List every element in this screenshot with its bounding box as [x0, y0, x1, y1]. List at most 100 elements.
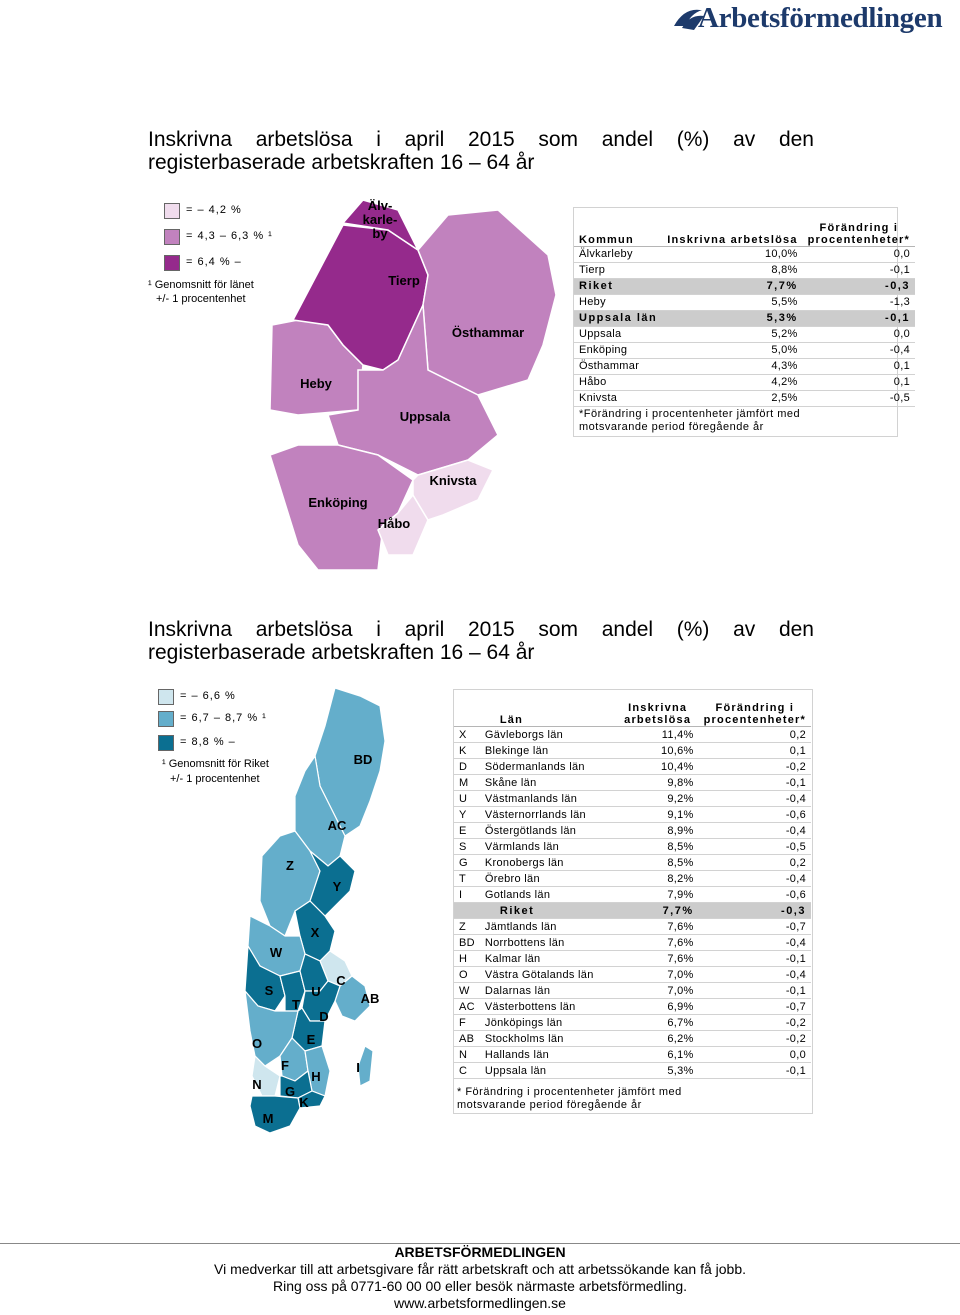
map-label-alvkarleby: Älv-karle-by	[363, 198, 398, 241]
row-change: 0,0	[802, 326, 915, 343]
legend-swatch	[158, 689, 174, 705]
map-label-BD: BD	[354, 752, 373, 767]
table-row: Riket 7,7% -0,3	[454, 902, 811, 919]
table-note-line: motsvarande period föregående år	[457, 1099, 642, 1111]
table-row: Z Jämtlands län 7,6% -0,7	[454, 918, 811, 935]
footer-url[interactable]: www.arbetsformedlingen.se	[394, 1295, 566, 1311]
legend-swatch	[158, 711, 174, 727]
table-row: Älvkarleby 10,0% 0,0	[574, 246, 915, 263]
row-code: U	[454, 790, 480, 807]
table-row: X Gävleborgs län 11,4% 0,2	[454, 726, 811, 743]
row-code: T	[454, 870, 480, 887]
row-change: -0,4	[698, 966, 811, 983]
row-value: 5,3%	[662, 310, 803, 327]
row-change: 0,2	[698, 854, 811, 871]
row-change: -0,1	[698, 950, 811, 967]
map-label-knivsta: Knivsta	[430, 473, 478, 488]
row-change: -0,2	[698, 1030, 811, 1047]
table-row: H Kalmar län 7,6% -0,1	[454, 950, 811, 967]
legend-label: = 6,7 – 8,7 % ¹	[180, 712, 267, 724]
row-name: Hallands län	[479, 1046, 617, 1063]
map-label-G: G	[285, 1084, 295, 1099]
row-change: -0,5	[698, 838, 811, 855]
map-label-O: O	[252, 1036, 262, 1051]
row-value: 5,0%	[662, 342, 803, 359]
row-change: -0,3	[698, 902, 811, 919]
row-value: 10,6%	[616, 742, 699, 759]
map-label-enkoping: Enköping	[308, 495, 367, 510]
row-name: Värmlands län	[479, 838, 617, 855]
table-row: AC Västerbottens län 6,9% -0,7	[454, 998, 811, 1015]
row-name: Södermanlands län	[479, 758, 617, 775]
row-name: Stockholms län	[479, 1030, 617, 1047]
row-name: Blekinge län	[479, 742, 617, 759]
row-value: 5,5%	[662, 294, 803, 311]
row-change: -1,3	[802, 294, 915, 311]
row-code: N	[454, 1046, 480, 1063]
legend-swatch	[164, 203, 180, 219]
row-value: 11,4%	[616, 726, 699, 743]
map-label-E: E	[307, 1032, 316, 1047]
row-value: 6,1%	[616, 1046, 699, 1063]
section1-title: Inskrivna arbetslösa i april 2015 som an…	[148, 128, 814, 174]
table-note-line: motsvarande period föregående år	[579, 421, 764, 433]
row-value: 7,6%	[616, 934, 699, 951]
row-change: -0,1	[698, 1062, 811, 1079]
region-Y	[309, 850, 356, 917]
row-name: Västernorrlands län	[479, 806, 617, 823]
row-change: -0,6	[698, 886, 811, 903]
row-change: -0,7	[698, 998, 811, 1015]
table-row: E Östergötlands län 8,9% -0,4	[454, 822, 811, 839]
footer-line1: Vi medverkar till att arbetsgivare får r…	[213, 1261, 746, 1277]
row-value: 2,5%	[662, 390, 803, 407]
row-value: 7,0%	[616, 966, 699, 983]
table-row: N Hallands län 6,1% 0,0	[454, 1046, 811, 1063]
row-change: 0,0	[698, 1046, 811, 1063]
row-name: Heby	[574, 294, 663, 311]
row-name: Jönköpings län	[479, 1014, 617, 1031]
table-row: Uppsala 5,2% 0,0	[574, 326, 915, 343]
row-value: 8,8%	[662, 262, 803, 279]
table-row: Riket 7,7% -0,3	[574, 278, 915, 295]
table-row: G Kronobergs län 8,5% 0,2	[454, 854, 811, 871]
table-row: U Västmanlands län 9,2% -0,4	[454, 790, 811, 807]
map-label-uppsala: Uppsala	[400, 409, 451, 424]
table-row: AB Stockholms län 6,2% -0,2	[454, 1030, 811, 1047]
row-value: 7,6%	[616, 950, 699, 967]
row-name: Kalmar län	[479, 950, 617, 967]
region-M	[249, 1095, 301, 1134]
row-change: -0,4	[698, 822, 811, 839]
county-table: Län Inskrivna arbetslösa Förändring i pr…	[454, 700, 811, 1079]
row-change: 0,1	[802, 374, 915, 391]
footer-org: ARBETSFÖRMEDLINGEN	[394, 1244, 566, 1260]
row-code: H	[454, 950, 480, 967]
row-code: C	[454, 1062, 480, 1079]
row-change: -0,7	[698, 918, 811, 935]
legend-note: ¹ Genomsnitt för länet	[148, 279, 254, 291]
row-code: Z	[454, 918, 480, 935]
row-value: 7,9%	[616, 886, 699, 903]
region-uppsala	[327, 304, 499, 476]
table-row: O Västra Götalands län 7,0% -0,4	[454, 966, 811, 983]
region-knivsta	[412, 459, 495, 521]
table-row: Enköping 5,0% -0,4	[574, 342, 915, 359]
legend-label: = 4,3 – 6,3 % ¹	[186, 230, 273, 242]
row-value: 10,0%	[662, 246, 803, 263]
col-header-share: Inskrivna arbetslösa	[616, 700, 699, 727]
row-name: Knivsta	[574, 390, 663, 407]
section1-legend: = – 4,2 % = 4,3 – 6,3 % ¹ = 6,4 % – ¹ Ge…	[148, 203, 272, 313]
row-change: -0,2	[698, 1014, 811, 1031]
row-name: Håbo	[574, 374, 663, 391]
row-name: Västra Götalands län	[479, 966, 617, 983]
row-change: -0,5	[802, 390, 915, 407]
map-label-N: N	[252, 1077, 261, 1092]
row-change: -0,6	[698, 806, 811, 823]
col-header-kommun: Kommun	[574, 218, 663, 247]
brand-logo	[674, 9, 704, 30]
table-row: Y Västernorrlands län 9,1% -0,6	[454, 806, 811, 823]
municipality-table: Kommun Inskrivna arbetslösa Förändring i…	[574, 218, 915, 407]
table-row: Heby 5,5% -1,3	[574, 294, 915, 311]
section1-table-note: *Förändring i procentenheter jämfört med…	[579, 408, 800, 434]
map-label-habo: Håbo	[378, 516, 411, 531]
table-row: BD Norrbottens län 7,6% -0,4	[454, 934, 811, 951]
